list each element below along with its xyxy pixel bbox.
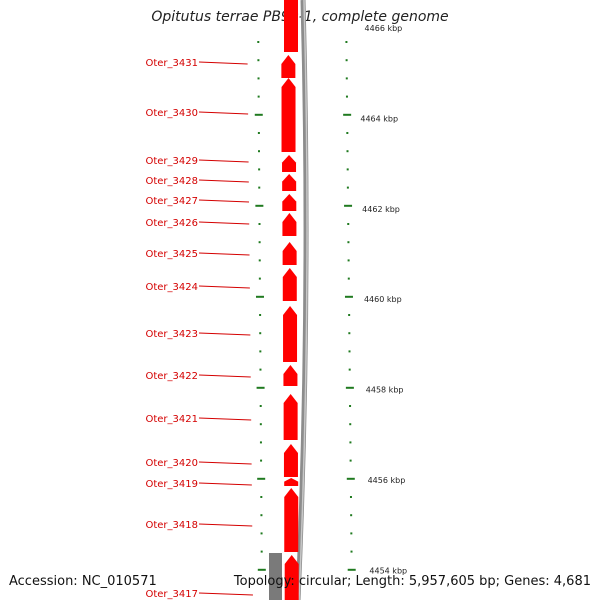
gene-arrow bbox=[281, 55, 296, 78]
gene-arrow-partial bbox=[284, 0, 298, 52]
accession-text: Accession: NC_010571 bbox=[9, 574, 157, 589]
gene-label: Oter_3420 bbox=[145, 458, 198, 469]
gene-leader-line bbox=[198, 61, 248, 65]
gene-leader-line bbox=[198, 523, 253, 527]
gene-arrow bbox=[284, 555, 299, 600]
gene-arrow bbox=[282, 268, 297, 301]
kbp-labels: 4466 kbp 4464 kbp 4462 kbp 4460 kbp 4458 kbp… bbox=[360, 24, 407, 575]
gene-label: Oter_3428 bbox=[145, 176, 198, 187]
backbone-highlight bbox=[298, 0, 308, 600]
gene-label-leaders bbox=[198, 61, 253, 596]
gene-arrow bbox=[282, 174, 297, 191]
gene-leader-line bbox=[198, 111, 249, 115]
gene-arrow bbox=[282, 194, 297, 211]
gene-leader-line bbox=[198, 221, 250, 225]
gene-leader-line bbox=[198, 199, 250, 203]
map-title: Opitutus terrae PB90-1, complete genome bbox=[151, 9, 449, 25]
gene-leader-line bbox=[198, 592, 253, 596]
gene-labels: Oter_3431 Oter_3430 Oter_3429 Oter_3428 Oter… bbox=[145, 58, 198, 600]
genome-backbone bbox=[269, 0, 309, 600]
gene-label: Oter_3419 bbox=[145, 479, 198, 490]
backbone-strand bbox=[295, 0, 309, 600]
gene-leader-line bbox=[198, 179, 249, 183]
gene-label: Oter_3429 bbox=[145, 156, 198, 167]
tick-marks-left bbox=[254, 41, 266, 571]
gene-arrow bbox=[283, 365, 298, 386]
gene-label: Oter_3417 bbox=[145, 589, 198, 600]
gene-label: Oter_3425 bbox=[145, 249, 198, 260]
gene-leader-line bbox=[198, 461, 252, 465]
kbp-label: 4462 kbp bbox=[362, 205, 400, 214]
gene-label: Oter_3418 bbox=[145, 520, 198, 531]
gene-leader-line bbox=[198, 482, 252, 486]
gene-arrow bbox=[283, 394, 298, 440]
gene-arrow bbox=[282, 242, 297, 265]
gene-label: Oter_3423 bbox=[145, 329, 198, 340]
gene-leader-line bbox=[198, 252, 250, 256]
gene-leader-line bbox=[198, 332, 251, 336]
gene-track bbox=[281, 0, 299, 600]
gene-label: Oter_3426 bbox=[145, 218, 198, 229]
kbp-label: 4466 kbp bbox=[365, 24, 403, 33]
kbp-label: 4454 kbp bbox=[369, 566, 407, 575]
gene-arrow bbox=[281, 78, 296, 152]
gene-leader-line bbox=[198, 417, 252, 421]
gene-label: Oter_3424 bbox=[145, 282, 198, 293]
topology-text: Topology: circular; Length: 5,957,605 bp… bbox=[233, 574, 591, 589]
tick-marks-right bbox=[343, 41, 356, 571]
kbp-label: 4464 kbp bbox=[360, 114, 398, 123]
gene-label: Oter_3430 bbox=[145, 108, 198, 119]
gene-arrow bbox=[284, 488, 299, 552]
gene-label: Oter_3422 bbox=[145, 371, 198, 382]
kbp-label: 4460 kbp bbox=[364, 295, 402, 304]
gene-label: Oter_3421 bbox=[145, 414, 198, 425]
gene-arrow bbox=[283, 444, 298, 477]
gene-label: Oter_3427 bbox=[145, 196, 198, 207]
gene-leader-line bbox=[198, 159, 249, 163]
gene-label: Oter_3431 bbox=[145, 58, 198, 69]
backbone-segment-lower bbox=[269, 553, 282, 600]
gene-arrow bbox=[282, 155, 297, 172]
kbp-label: 4458 kbp bbox=[366, 386, 404, 395]
gene-arrow bbox=[283, 306, 298, 362]
kbp-label: 4456 kbp bbox=[368, 476, 406, 485]
gene-leader-line bbox=[198, 374, 251, 378]
gene-arrow bbox=[282, 213, 297, 236]
gene-leader-line bbox=[198, 285, 250, 289]
gene-arrow bbox=[284, 478, 299, 486]
